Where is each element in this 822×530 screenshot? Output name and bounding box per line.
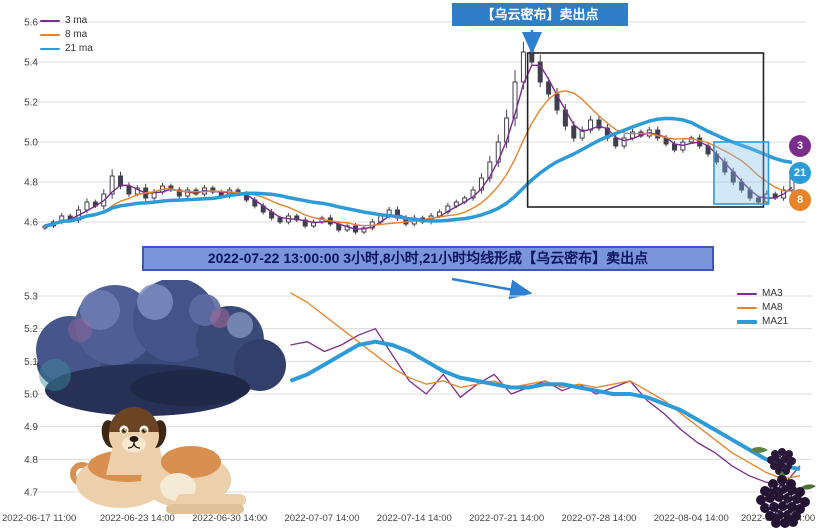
svg-text:2022-07-28 14:00: 2022-07-28 14:00 [561, 513, 636, 524]
callout-text: 【乌云密布】卖出点 [481, 7, 599, 22]
legend-label: MA21 [762, 316, 789, 327]
legend-label: 8 ma [65, 29, 88, 40]
ma21-line-swatch-icon [40, 47, 60, 50]
legend-label: MA3 [762, 288, 783, 299]
svg-text:4.8: 4.8 [24, 178, 38, 189]
svg-text:4.9: 4.9 [24, 422, 38, 433]
ma21-badge: 21 [789, 162, 811, 184]
berries-illustration [750, 447, 816, 528]
svg-text:2022-06-30 14:00: 2022-06-30 14:00 [192, 513, 267, 524]
legend-item-8ma: 8 ma [40, 28, 93, 41]
legend-item-ma8: MA8 [737, 301, 788, 314]
top-legend: 3 ma 8 ma 21 ma [40, 14, 93, 55]
svg-text:5.0: 5.0 [24, 390, 38, 401]
svg-text:2022-07-07 14:00: 2022-07-07 14:00 [284, 513, 359, 524]
legend-item-ma21: MA21 [737, 315, 788, 328]
event-banner: 2022-07-22 13:00:00 3小时,8小时,21小时均线形成【乌云密… [142, 246, 714, 271]
bottom-legend: MA3 MA8 MA21 [737, 287, 788, 328]
ma3-badge: 3 [789, 135, 811, 157]
legend-label: 3 ma [65, 15, 88, 26]
ma8-line-swatch-icon [40, 33, 60, 36]
svg-text:2022-07-14 14:00: 2022-07-14 14:00 [377, 513, 452, 524]
dark-cloud-sell-callout: 【乌云密布】卖出点 [452, 3, 628, 26]
svg-text:4.8: 4.8 [24, 455, 38, 466]
ma3-line-swatch-icon [40, 19, 60, 22]
legend-item-3ma: 3 ma [40, 14, 93, 27]
svg-text:5.4: 5.4 [24, 58, 38, 69]
ma8-line-swatch-icon [737, 306, 757, 309]
svg-text:5.3: 5.3 [24, 292, 38, 303]
ma8-badge: 8 [789, 189, 811, 211]
legend-item-21ma: 21 ma [40, 42, 93, 55]
legend-label: MA8 [762, 302, 783, 313]
ma3-line-swatch-icon [737, 292, 757, 295]
svg-text:2022-08-04 14:00: 2022-08-04 14:00 [654, 513, 729, 524]
svg-text:5.2: 5.2 [24, 324, 38, 335]
svg-text:2022-07-21 14:00: 2022-07-21 14:00 [469, 513, 544, 524]
svg-text:5.6: 5.6 [24, 18, 38, 29]
storm-cloud-illustration [36, 280, 286, 416]
dog-illustration [70, 407, 246, 514]
svg-text:5.1: 5.1 [24, 357, 38, 368]
svg-text:5.0: 5.0 [24, 138, 38, 149]
ma21-line-swatch-icon [737, 319, 757, 324]
svg-text:4.6: 4.6 [24, 218, 38, 229]
legend-label: 21 ma [65, 43, 93, 54]
svg-text:4.7: 4.7 [24, 488, 38, 499]
legend-item-ma3: MA3 [737, 287, 788, 300]
svg-text:2022-06-23 14:00: 2022-06-23 14:00 [100, 513, 175, 524]
svg-text:2022-06-17 11:00: 2022-06-17 11:00 [2, 513, 76, 524]
svg-text:5.2: 5.2 [24, 98, 38, 109]
